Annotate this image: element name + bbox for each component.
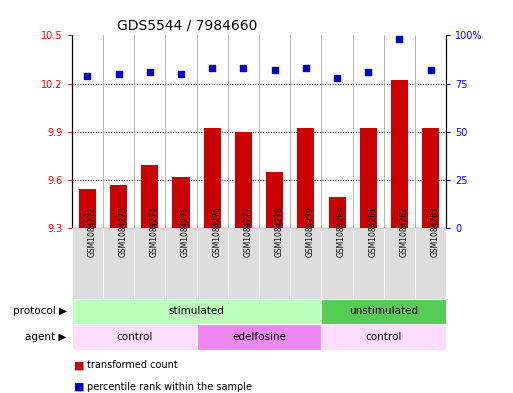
Bar [391, 80, 408, 228]
Text: GSM1084261: GSM1084261 [368, 206, 377, 257]
Text: GSM1084260: GSM1084260 [337, 206, 346, 257]
Point [364, 69, 372, 75]
Text: transformed count: transformed count [87, 360, 178, 371]
Text: GSM1084276: GSM1084276 [212, 206, 221, 257]
Text: GSM1084272: GSM1084272 [87, 206, 96, 257]
Text: GDS5544 / 7984660: GDS5544 / 7984660 [117, 19, 257, 33]
Point [427, 67, 435, 73]
Text: GSM1084275: GSM1084275 [181, 206, 190, 257]
Point [302, 65, 310, 71]
Bar [353, 228, 384, 299]
Bar [79, 189, 96, 228]
Bar [328, 197, 346, 228]
Bar [298, 129, 314, 228]
Text: GSM1084279: GSM1084279 [306, 206, 315, 257]
Text: GSM1084263: GSM1084263 [431, 206, 440, 257]
Bar [72, 324, 196, 350]
Bar [103, 228, 134, 299]
Text: control: control [366, 332, 402, 342]
Text: GSM1084274: GSM1084274 [150, 206, 159, 257]
Point [146, 69, 154, 75]
Bar [422, 129, 439, 228]
Bar [165, 228, 196, 299]
Bar [360, 129, 377, 228]
Point [270, 67, 279, 73]
Text: unstimulated: unstimulated [349, 307, 419, 316]
Text: ■: ■ [74, 360, 85, 371]
Bar [141, 165, 159, 228]
Bar [228, 228, 259, 299]
Bar [72, 228, 103, 299]
Bar [196, 228, 228, 299]
Bar [415, 228, 446, 299]
Bar [322, 324, 446, 350]
Point [114, 71, 123, 77]
Bar [266, 172, 283, 228]
Text: control: control [116, 332, 152, 342]
Text: agent ▶: agent ▶ [25, 332, 67, 342]
Bar [322, 299, 446, 324]
Point [177, 71, 185, 77]
Bar [134, 228, 165, 299]
Text: GSM1084278: GSM1084278 [274, 206, 284, 257]
Bar [235, 132, 252, 228]
Bar [172, 176, 190, 228]
Text: GSM1084262: GSM1084262 [400, 206, 408, 257]
Text: GSM1084273: GSM1084273 [119, 206, 128, 257]
Point [333, 75, 341, 81]
Bar [384, 228, 415, 299]
Point [240, 65, 248, 71]
Bar [196, 324, 322, 350]
Bar [259, 228, 290, 299]
Text: protocol ▶: protocol ▶ [13, 307, 67, 316]
Bar [290, 228, 322, 299]
Text: ■: ■ [74, 382, 85, 392]
Bar [322, 228, 353, 299]
Point [83, 73, 91, 79]
Point [396, 36, 404, 42]
Bar [110, 185, 127, 228]
Point [208, 65, 216, 71]
Bar [72, 299, 322, 324]
Text: edelfosine: edelfosine [232, 332, 286, 342]
Text: GSM1084277: GSM1084277 [244, 206, 252, 257]
Bar [204, 129, 221, 228]
Text: stimulated: stimulated [169, 307, 225, 316]
Text: percentile rank within the sample: percentile rank within the sample [87, 382, 252, 392]
